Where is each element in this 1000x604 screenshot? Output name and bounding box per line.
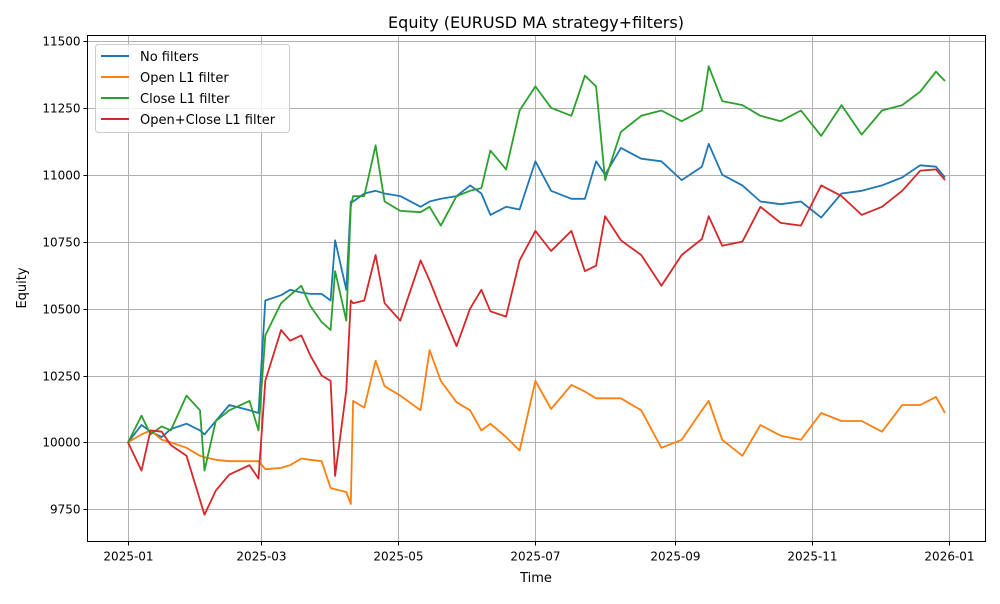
legend-label: Open L1 filter xyxy=(140,71,229,86)
y-tick-label: 11000 xyxy=(42,169,80,183)
series-lines xyxy=(127,65,946,516)
ticks: 2025-01 2025-03 2025-05 2025-07 2025-09 2025-… xyxy=(42,35,974,564)
y-tick-label: 9750 xyxy=(50,503,81,517)
series-line-1 xyxy=(127,349,946,505)
y-tick-label: 11250 xyxy=(42,102,80,116)
x-tick-label: 2026-01 xyxy=(924,550,974,564)
x-tick-label: 2025-09 xyxy=(650,550,700,564)
legend: No filters Open L1 filter Close L1 filter O… xyxy=(95,44,290,133)
axes-frame xyxy=(87,35,986,542)
series-line-3 xyxy=(127,168,946,516)
legend-label: No filters xyxy=(140,50,199,65)
x-axis-label: Time xyxy=(519,571,552,586)
x-tick-label: 2025-01 xyxy=(103,550,153,564)
chart-title: Equity (EURUSD MA strategy+filters) xyxy=(388,13,684,32)
series-line-0 xyxy=(127,142,946,443)
legend-box xyxy=(95,44,290,133)
legend-label: Open+Close L1 filter xyxy=(140,113,276,128)
y-tick-label: 10250 xyxy=(42,370,80,384)
x-tick-label: 2025-03 xyxy=(236,550,286,564)
x-tick-label: 2025-05 xyxy=(373,550,423,564)
y-axis-label: Equity xyxy=(15,267,30,308)
x-tick-label: 2025-07 xyxy=(510,550,560,564)
legend-label: Close L1 filter xyxy=(140,92,230,107)
y-tick-label: 10000 xyxy=(42,436,80,450)
x-tick-label: 2025-11 xyxy=(787,550,837,564)
y-tick-label: 10500 xyxy=(42,303,80,317)
series-line-2 xyxy=(127,65,946,472)
y-tick-label: 10750 xyxy=(42,236,80,250)
grid xyxy=(87,35,986,542)
y-tick-label: 11500 xyxy=(42,35,80,49)
